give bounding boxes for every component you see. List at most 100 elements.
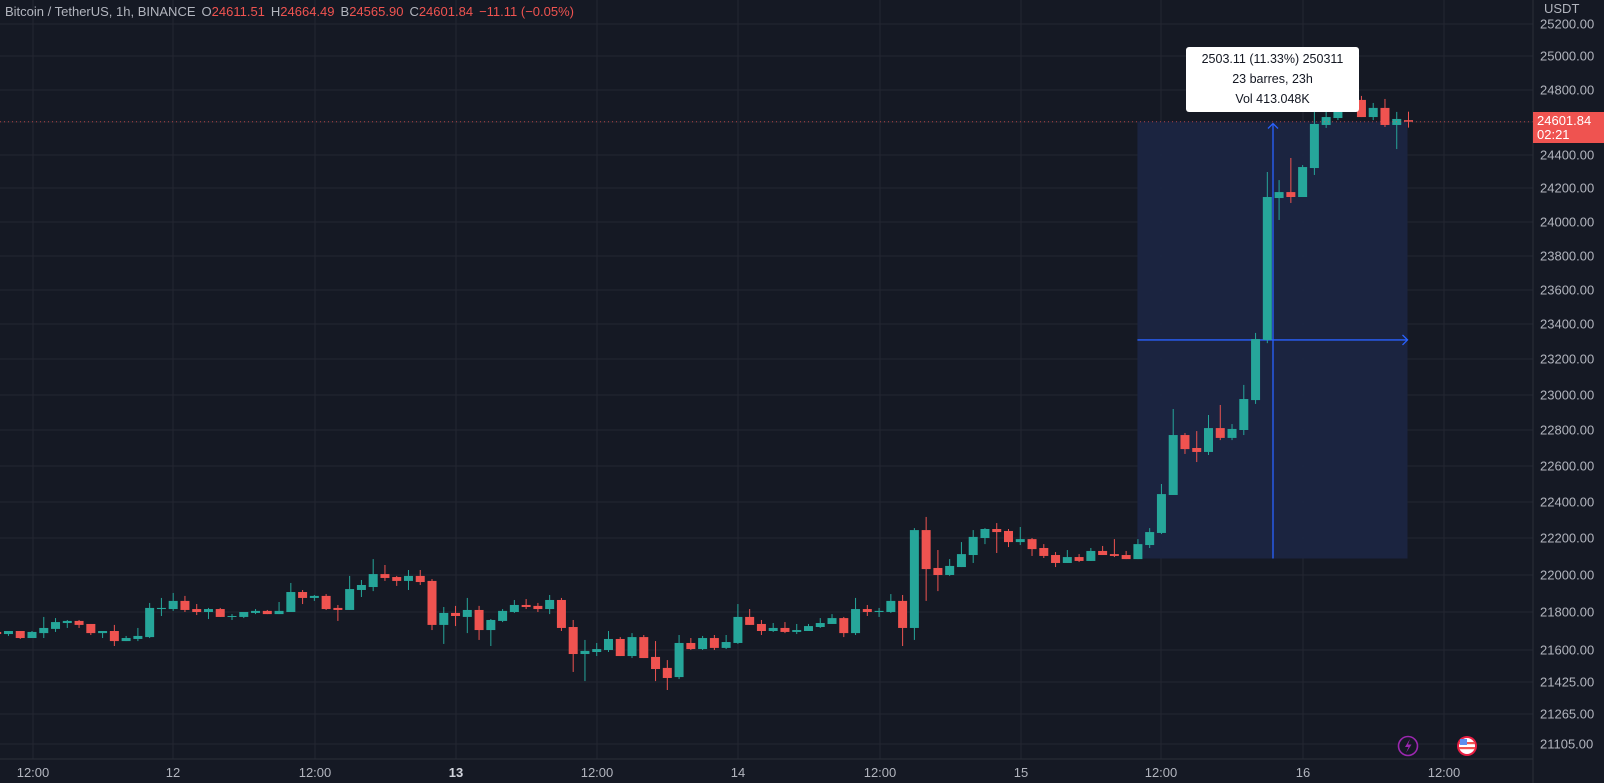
candle-body — [356, 584, 366, 590]
candle-up — [1133, 539, 1143, 560]
candle-body — [662, 667, 672, 678]
candle-body — [521, 604, 531, 608]
candle-up — [1145, 528, 1155, 548]
candle-body — [768, 627, 778, 631]
candle-down — [1051, 552, 1061, 568]
candle-down — [568, 619, 578, 672]
candle-down — [615, 637, 625, 657]
price-tick-label: 22600.00 — [1540, 459, 1594, 474]
candle-up — [3, 631, 13, 636]
candle-body — [368, 574, 378, 588]
candle-up — [1274, 180, 1284, 220]
candle-down — [1192, 431, 1202, 463]
candle-up — [1015, 527, 1025, 546]
candle-body — [580, 650, 590, 655]
price-tick-label: 24400.00 — [1540, 148, 1594, 163]
candle-up — [368, 559, 378, 592]
time-tick-label: 12:00 — [299, 765, 332, 780]
candle-body — [980, 529, 990, 538]
candle-down — [74, 619, 84, 628]
candle-down — [1380, 98, 1390, 127]
us-flag-event-icon[interactable] — [1457, 736, 1477, 756]
candle-body — [345, 589, 355, 610]
candle-down — [333, 604, 343, 621]
candle-down — [662, 660, 672, 690]
candle-body — [639, 637, 649, 659]
candle-body — [780, 627, 790, 632]
candle-up — [309, 594, 319, 601]
candle-body — [956, 554, 966, 568]
candle-down — [215, 607, 225, 617]
candle-body — [533, 605, 543, 610]
candle-down — [839, 616, 849, 638]
candle-down — [192, 604, 202, 616]
price-axis[interactable]: 25200.00 25000.00 24800.00 24400.00 24200.00… — [1540, 17, 1594, 752]
candle-down — [521, 599, 531, 610]
open-label: O — [201, 3, 212, 19]
candle-up — [509, 599, 519, 613]
candle-body — [1003, 530, 1013, 543]
arrow-up-icon — [1267, 122, 1279, 129]
candle-body — [556, 599, 566, 628]
price-tick-label: 21425.00 — [1540, 675, 1594, 690]
candle-body — [851, 609, 861, 634]
time-tick-label: 12 — [166, 765, 180, 780]
candles — [0, 70, 1533, 690]
symbol-title[interactable]: Bitcoin / TetherUS, 1h, BINANCE — [5, 3, 196, 19]
price-tick-label: 23200.00 — [1540, 352, 1594, 367]
candle-body — [1015, 539, 1025, 543]
last-price-badge: 24601.84 02:21 — [1533, 112, 1604, 143]
candle-body — [298, 592, 308, 598]
time-axis[interactable]: 12:00 12 12:00 13 12:00 14 12:00 15 12:00 16 12:00 — [17, 765, 1461, 780]
candle-up — [486, 619, 496, 647]
candle-body — [909, 530, 919, 628]
candle-up — [286, 582, 296, 612]
candle-body — [545, 599, 555, 610]
candle-down — [1039, 544, 1049, 558]
candle-up — [945, 559, 955, 576]
time-tick-label: 12:00 — [581, 765, 614, 780]
candle-body — [274, 610, 284, 615]
candle-body — [698, 638, 708, 650]
candle-up — [239, 612, 249, 619]
candle-down — [1180, 433, 1190, 454]
measure-volume: Vol 413.048K — [1235, 92, 1310, 106]
price-tick-label: 22400.00 — [1540, 495, 1594, 510]
lightning-event-icon[interactable] — [1397, 735, 1419, 757]
bar-countdown: 02:21 — [1537, 127, 1570, 142]
candle-up — [1156, 484, 1166, 535]
candle-body — [745, 616, 755, 625]
candle-down — [1003, 529, 1013, 548]
candle-down — [1098, 545, 1108, 556]
candle-down — [898, 594, 908, 647]
candle-down — [533, 602, 543, 612]
candle-body — [1204, 428, 1213, 452]
candle-body — [121, 638, 131, 642]
candle-up — [627, 633, 637, 659]
candle-body — [827, 618, 837, 624]
measure-price-change: 2503.11 (11.33%) 250311 — [1201, 52, 1344, 66]
candle-up — [1368, 102, 1378, 121]
candle-down — [1027, 538, 1037, 556]
last-price: 24601.84 — [1537, 113, 1592, 128]
close-label: C — [409, 3, 419, 19]
price-tick-label: 22000.00 — [1540, 568, 1594, 583]
candle-down — [1121, 550, 1131, 560]
candle-body — [1309, 123, 1319, 169]
candle-body — [686, 642, 696, 650]
candle-body — [439, 612, 449, 625]
candle-body — [51, 622, 61, 629]
measure-tool[interactable] — [1137, 121, 1409, 559]
candle-body — [1368, 107, 1378, 118]
price-tick-label: 22800.00 — [1540, 423, 1594, 438]
candle-body — [451, 612, 461, 616]
arrow-right-icon — [1402, 334, 1409, 346]
candle-up — [968, 530, 978, 563]
candle-up — [39, 616, 49, 639]
time-tick-label: 12:00 — [17, 765, 50, 780]
candle-down — [86, 623, 96, 635]
candle-up — [251, 609, 261, 615]
candle-up — [733, 604, 743, 644]
symbol-legend[interactable]: Bitcoin / TetherUS, 1h, BINANCE O24611.5… — [5, 2, 574, 20]
